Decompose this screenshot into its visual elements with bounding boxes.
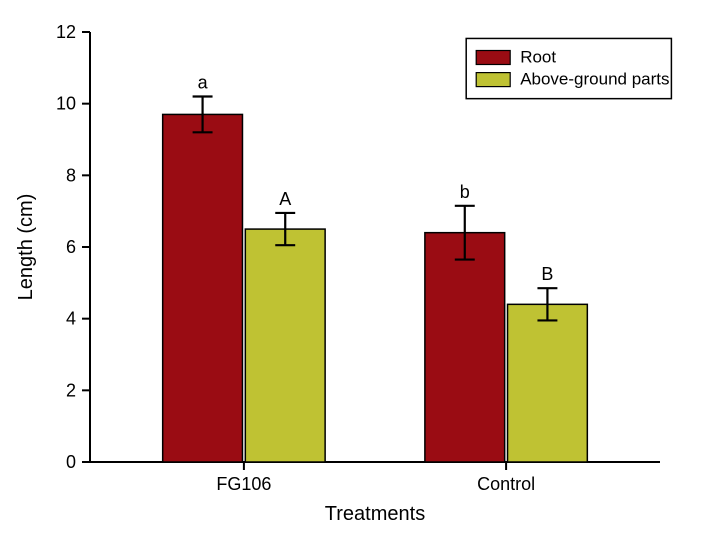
legend (466, 38, 671, 98)
y-tick-label: 6 (66, 237, 76, 257)
x-tick-label: Control (477, 474, 535, 494)
y-tick-label: 2 (66, 380, 76, 400)
bar (163, 114, 243, 462)
y-tick-label: 0 (66, 452, 76, 472)
chart-svg: 0 2 4 6 8 10 12 Length (cm) FG106 Control Treatmen… (0, 0, 727, 548)
y-tick-label: 4 (66, 309, 76, 329)
bar (425, 233, 505, 462)
significance-label: b (460, 182, 470, 202)
x-tick-label: FG106 (216, 474, 271, 494)
y-tick-label: 10 (56, 94, 76, 114)
legend-label: Above-ground parts (520, 70, 669, 89)
significance-label: A (279, 189, 291, 209)
legend-swatch (476, 51, 510, 65)
x-axis-title: Treatments (325, 503, 425, 525)
y-tick-label: 12 (56, 22, 76, 42)
y-axis-title: Length (cm) (15, 194, 37, 301)
bar (508, 304, 588, 462)
bar (245, 229, 325, 462)
legend-label: Root (520, 48, 556, 67)
y-tick-label: 8 (66, 165, 76, 185)
bar-chart: 0 2 4 6 8 10 12 Length (cm) FG106 Control Treatmen… (0, 0, 727, 548)
legend-swatch (476, 73, 510, 87)
significance-label: B (541, 264, 553, 284)
significance-label: a (198, 73, 209, 93)
